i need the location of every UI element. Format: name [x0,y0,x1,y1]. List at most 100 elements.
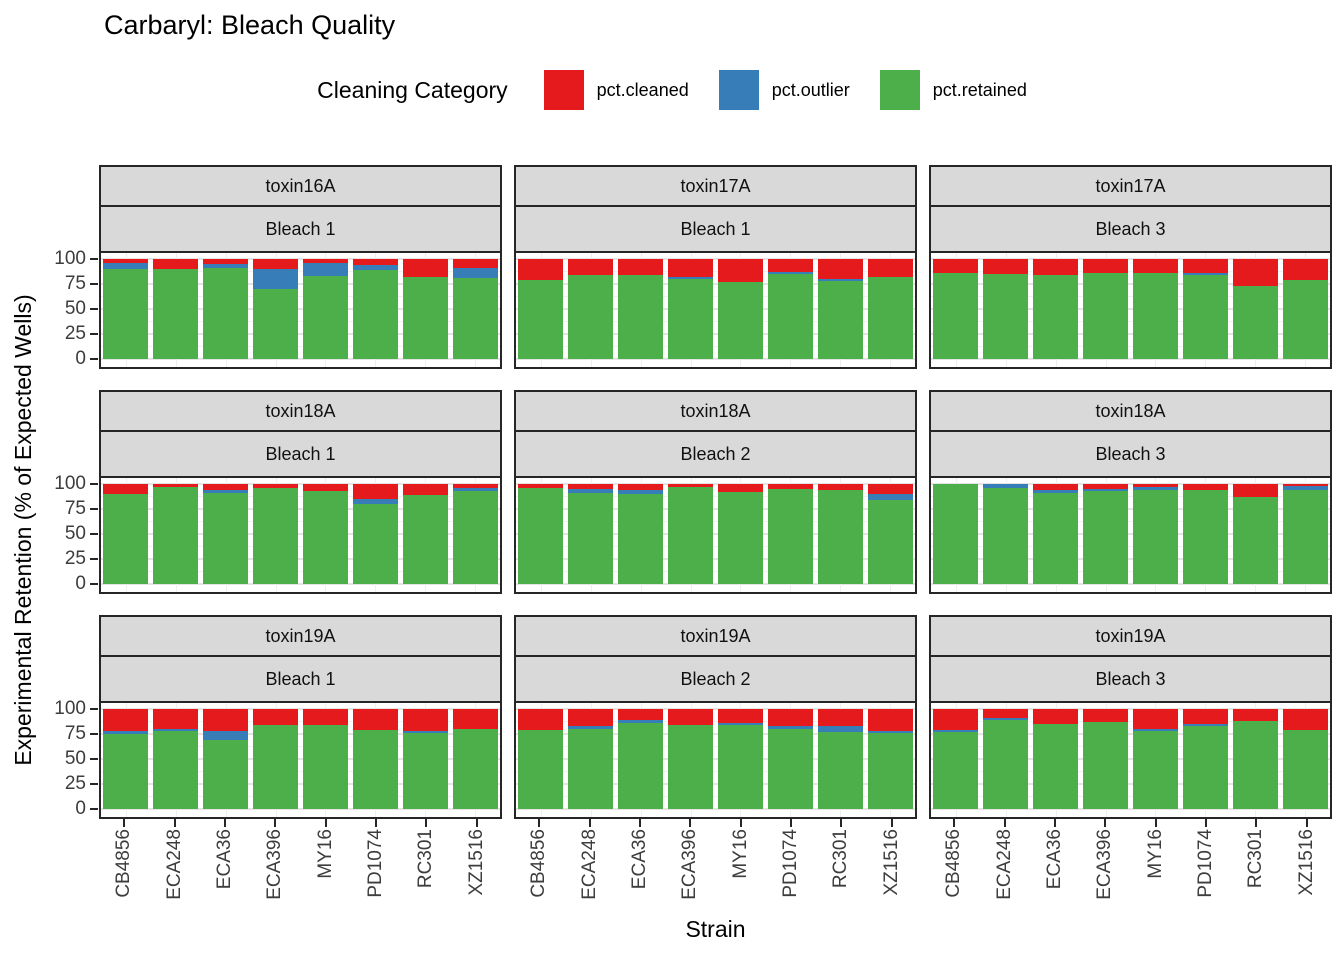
bar-segment-outlier [1182,273,1228,275]
bar-segment-outlier [452,268,498,278]
gridline-major [101,333,500,335]
legend-key-label: pct.outlier [771,79,850,100]
bar-segment-cleaned [402,709,448,731]
plot-area [514,476,917,594]
bar-segment-cleaned [103,259,149,263]
x-tick-label: XZ1516 [1295,829,1317,896]
bar-slot [1230,259,1280,359]
y-tick-label: 25 [64,323,86,344]
gridline-major [931,483,1330,485]
bar-slot [666,484,716,584]
facet-cell: toxin17A Bleach 3 [929,165,1332,371]
bar-segment-retained [302,725,348,809]
gridline-minor [931,795,1330,797]
bar-segment-cleaned [1033,259,1079,275]
legend-key-swatch [718,70,759,110]
stacked-bar [767,259,813,359]
bar-segment-retained [452,491,498,584]
bar-segment-outlier [452,488,498,491]
stacked-bar [1232,259,1278,359]
bar-segment-cleaned [1033,709,1079,724]
gridline-minor [931,545,1330,547]
bar-segment-cleaned [1083,259,1129,273]
facet-strip-bleach: Bleach 1 [99,655,502,703]
bar-segment-cleaned [717,259,763,282]
bar-segment-cleaned [518,484,564,488]
x-tick-mark [375,819,378,827]
y-tick-label: 0 [75,798,86,819]
gridline-major [516,333,915,335]
bar-segment-outlier [668,277,714,279]
gridline-minor [516,545,915,547]
stacked-bar [302,484,348,584]
y-tick-label: 25 [64,548,86,569]
gridline-major [931,558,1330,560]
bar-segment-outlier [203,490,249,493]
x-tick-mark [1003,819,1006,827]
bar-segment-retained [817,281,863,359]
plot-area [929,476,1332,594]
bar-segment-retained [302,276,348,359]
bar-slot [1031,484,1081,584]
bar-segment-outlier [352,265,398,270]
bar-slot [1081,259,1131,359]
y-tick-mark [90,558,98,560]
gridline-major [101,758,500,760]
bar-segment-retained [253,725,299,809]
bar-slot [566,484,616,584]
stacked-bar [568,259,614,359]
stacked-bar [618,709,664,809]
bar-slot [1280,484,1330,584]
bar-slot [516,484,566,584]
bar-segment-retained [402,495,448,584]
bar-segment-cleaned [452,484,498,488]
legend-title: Cleaning Category [317,76,508,103]
x-tick-label: PD1074 [1195,829,1217,898]
gridline-major [931,808,1330,810]
gridline-minor [101,295,500,297]
gridline-major [516,358,915,360]
bar-segment-cleaned [1232,709,1278,721]
legend-item: pct.retained [879,70,1027,110]
facet-strip-bleach: Bleach 2 [514,430,917,478]
bar-segment-outlier [568,726,614,729]
stacked-bar [983,484,1029,584]
gridline-minor [516,345,915,347]
y-tick-mark [90,733,98,735]
legend-item: pct.outlier [718,70,850,110]
x-tick-mark [890,819,893,827]
bar-segment-cleaned [1083,484,1129,489]
stacked-bar [1232,709,1278,809]
stacked-bar [1132,259,1178,359]
bar-slot [765,259,815,359]
bar-segment-retained [1083,722,1129,809]
gridline-major [101,308,500,310]
gridline-minor [516,770,915,772]
bar-segment-cleaned [352,709,398,730]
x-tick-label: ECA248 [993,829,1015,900]
bar-segment-retained [983,274,1029,359]
bar-segment-outlier [203,731,249,740]
legend-item: pct.cleaned [543,70,689,110]
gridline-minor [101,320,500,322]
x-tick-label: ECA36 [1043,829,1065,890]
y-tick-mark [90,308,98,310]
x-tick-mark [475,819,478,827]
bar-segment-retained [253,289,299,359]
legend: Cleaning Category pct.cleaned pct.outlier… [0,70,1344,110]
gridline-major [516,583,915,585]
bar-segment-retained [253,488,299,584]
y-tick-label: 75 [64,273,86,294]
y-tick-mark [90,758,98,760]
stacked-bar [253,709,299,809]
stacked-bar [1232,484,1278,584]
bar-segment-retained [103,494,149,584]
x-tick-mark [1255,819,1258,827]
gridline-major [931,508,1330,510]
bar-slot [616,484,666,584]
y-tick-mark [90,583,98,585]
bar-segment-retained [867,733,913,809]
gridline-major [931,783,1330,785]
stacked-bar [253,484,299,584]
bar-segment-cleaned [867,709,913,731]
